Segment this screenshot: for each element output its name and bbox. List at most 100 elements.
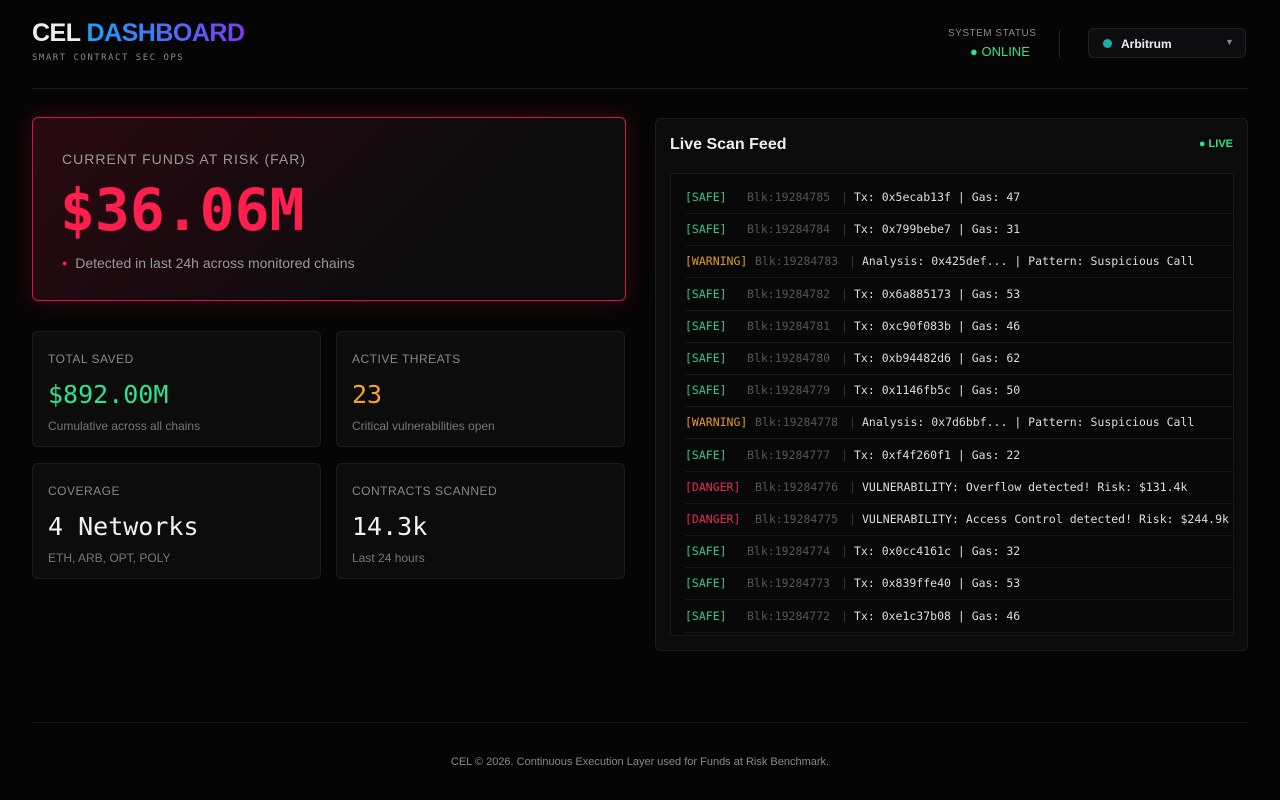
- row-level: [SAFE]: [685, 351, 727, 365]
- row-sep: |: [841, 190, 848, 204]
- row-message: Tx: 0xc90f083b | Gas: 46: [854, 318, 1021, 333]
- stat-value: 23: [352, 380, 383, 409]
- row-sep: |: [841, 318, 848, 333]
- stat-card: TOTAL SAVED $892.00M Cumulative across all…: [32, 331, 321, 447]
- row-block: Blk:19284785: [747, 190, 831, 204]
- title-a: CEL: [32, 19, 81, 47]
- row-level: [SAFE]: [685, 608, 727, 623]
- dropdown-arrow: ▼: [1225, 37, 1234, 47]
- feed-row: [SAFE] Blk:19284774 | Tx: 0x0cc4161c | Gas:…: [685, 535, 1233, 569]
- row-sep: |: [841, 447, 848, 462]
- live-badge: ● LIVE: [1198, 138, 1233, 150]
- row-message: Tx: 0xe1c37b08 | Gas: 46: [854, 608, 1021, 623]
- title: CEL DASHBOARD: [32, 19, 245, 48]
- stat-card: COVERAGE 4 Networks ETH, ARB, OPT, POLY: [32, 463, 321, 579]
- row-level: [WARNING]: [685, 254, 748, 269]
- row-message: Tx: 0x1146fb5c | Gas: 50: [854, 383, 1021, 398]
- subtitle: SMART CONTRACT SEC OPS: [32, 53, 185, 63]
- row-block: Blk:19284782: [747, 286, 831, 301]
- row-sep: |: [841, 383, 848, 398]
- network-select[interactable]: Arbitrum ▼: [1088, 28, 1246, 58]
- row-sep: |: [841, 222, 848, 237]
- row-block: Blk:19284778: [755, 415, 839, 430]
- stat-label: CONTRACTS SCANNED: [352, 484, 498, 498]
- network-name: Arbitrum: [1121, 37, 1172, 51]
- row-level: [SAFE]: [685, 190, 727, 204]
- row-message: Tx: 0xf4f260f1 | Gas: 22: [854, 447, 1021, 462]
- feed-row: [SAFE] Blk:19284777 | Tx: 0xf4f260f1 | Gas:…: [685, 439, 1233, 472]
- stat-note: Critical vulnerabilities open: [352, 419, 495, 433]
- row-sep: |: [849, 479, 856, 494]
- row-block: Blk:19284777: [747, 447, 831, 462]
- row-message: Tx: 0x5ecab13f | Gas: 47: [854, 190, 1021, 204]
- stat-note: Cumulative across all chains: [48, 419, 201, 433]
- row-sep: |: [849, 512, 856, 526]
- row-block: Blk:19284773: [747, 576, 831, 591]
- row-level: [SAFE]: [685, 383, 727, 398]
- row-level: [SAFE]: [685, 318, 727, 333]
- row-block: Blk:19284776: [755, 479, 839, 494]
- feed-card: Live Scan Feed ● LIVE [SAFE] Blk:19284785…: [655, 118, 1248, 651]
- row-block: Blk:19284783: [755, 254, 839, 269]
- row-message: VULNERABILITY: Overflow detected! Risk: …: [862, 479, 1188, 494]
- far-note-text: Detected in last 24h across monitored ch…: [75, 255, 355, 271]
- feed-row: [SAFE] Blk:19284772 | Tx: 0xe1c37b08 | Gas:…: [685, 600, 1233, 633]
- row-message: VULNERABILITY: Access Control detected! …: [862, 512, 1229, 526]
- row-level: [DANGER]: [685, 512, 741, 526]
- feed-row: [SAFE] Blk:19284773 | Tx: 0x839ffe40 | Gas:…: [685, 567, 1233, 601]
- feed-row: [DANGER] Blk:19284776 | VULNERABILITY: Over…: [685, 471, 1233, 504]
- footer-line: [32, 722, 1248, 723]
- row-sep: |: [841, 286, 848, 301]
- row-sep: |: [841, 544, 848, 559]
- feed-row: [SAFE] Blk:19284785 | Tx: 0x5ecab13f | Gas:…: [685, 181, 1233, 214]
- far-value: $36.06M: [60, 176, 305, 244]
- row-message: Tx: 0x0cc4161c | Gas: 32: [854, 544, 1021, 559]
- row-level: [SAFE]: [685, 544, 727, 559]
- row-message: Tx: 0x839ffe40 | Gas: 53: [854, 576, 1021, 591]
- stat-value: 14.3k: [352, 512, 428, 541]
- row-block: Blk:19284779: [747, 383, 831, 398]
- row-block: Blk:19284784: [747, 222, 831, 237]
- row-sep: |: [849, 415, 856, 430]
- row-level: [DANGER]: [685, 479, 741, 494]
- stat-label: TOTAL SAVED: [48, 352, 134, 366]
- far-note: ● Detected in last 24h across monitored …: [62, 255, 355, 271]
- feed-row: [SAFE] Blk:19284784 | Tx: 0x799bebe7 | Gas:…: [685, 213, 1233, 247]
- network-dot: [1103, 39, 1112, 48]
- title-b: DASHBOARD: [86, 19, 246, 47]
- feed-row: [WARNING] Blk:19284783 | Analysis: 0x425def…: [685, 245, 1233, 279]
- row-level: [SAFE]: [685, 447, 727, 462]
- row-block: Blk:19284781: [747, 318, 831, 333]
- row-block: Blk:19284780: [747, 351, 831, 365]
- far-card: CURRENT FUNDS AT RISK (FAR) $36.06M ● De…: [32, 117, 626, 301]
- row-sep: |: [849, 254, 856, 269]
- footer: CEL © 2026. Continuous Execution Layer u…: [450, 756, 830, 768]
- stat-label: ACTIVE THREATS: [352, 352, 461, 366]
- row-level: [SAFE]: [685, 222, 727, 237]
- stat-value: 4 Networks: [48, 512, 199, 541]
- feed-row: [WARNING] Blk:19284778 | Analysis: 0x7d6bbf…: [685, 406, 1233, 440]
- stat-label: COVERAGE: [48, 484, 121, 498]
- feed-title: Live Scan Feed: [670, 136, 787, 153]
- row-level: [SAFE]: [685, 576, 727, 591]
- feed-row: [SAFE] Blk:19284779 | Tx: 0x1146fb5c | Gas:…: [685, 374, 1233, 408]
- feed-row: [SAFE] Blk:19284780 | Tx: 0xb94482d6 | Gas:…: [685, 342, 1233, 375]
- row-sep: |: [841, 608, 848, 623]
- row-message: Tx: 0xb94482d6 | Gas: 62: [854, 351, 1021, 365]
- divider: [32, 88, 1248, 89]
- status: ● ONLINE: [970, 44, 1030, 59]
- feed-list: [SAFE] Blk:19284785 | Tx: 0x5ecab13f | Gas:…: [670, 173, 1234, 636]
- row-message: Analysis: 0x7d6bbf... | Pattern: Suspici…: [862, 415, 1195, 430]
- feed-row: [SAFE] Blk:19284781 | Tx: 0xc90f083b | Gas:…: [685, 310, 1233, 343]
- row-message: Tx: 0x6a885173 | Gas: 53: [854, 286, 1021, 301]
- status-label: SYSTEM STATUS: [948, 28, 1037, 39]
- row-message: Tx: 0x799bebe7 | Gas: 31: [854, 222, 1021, 237]
- feed-row: [DANGER] Blk:19284775 | VULNERABILITY: Acce…: [685, 503, 1233, 536]
- stat-value: $892.00M: [48, 380, 169, 409]
- row-sep: |: [841, 351, 848, 365]
- row-level: [WARNING]: [685, 415, 748, 430]
- row-block: Blk:19284774: [747, 544, 831, 559]
- separator: [1059, 30, 1060, 58]
- row-level: [SAFE]: [685, 286, 727, 301]
